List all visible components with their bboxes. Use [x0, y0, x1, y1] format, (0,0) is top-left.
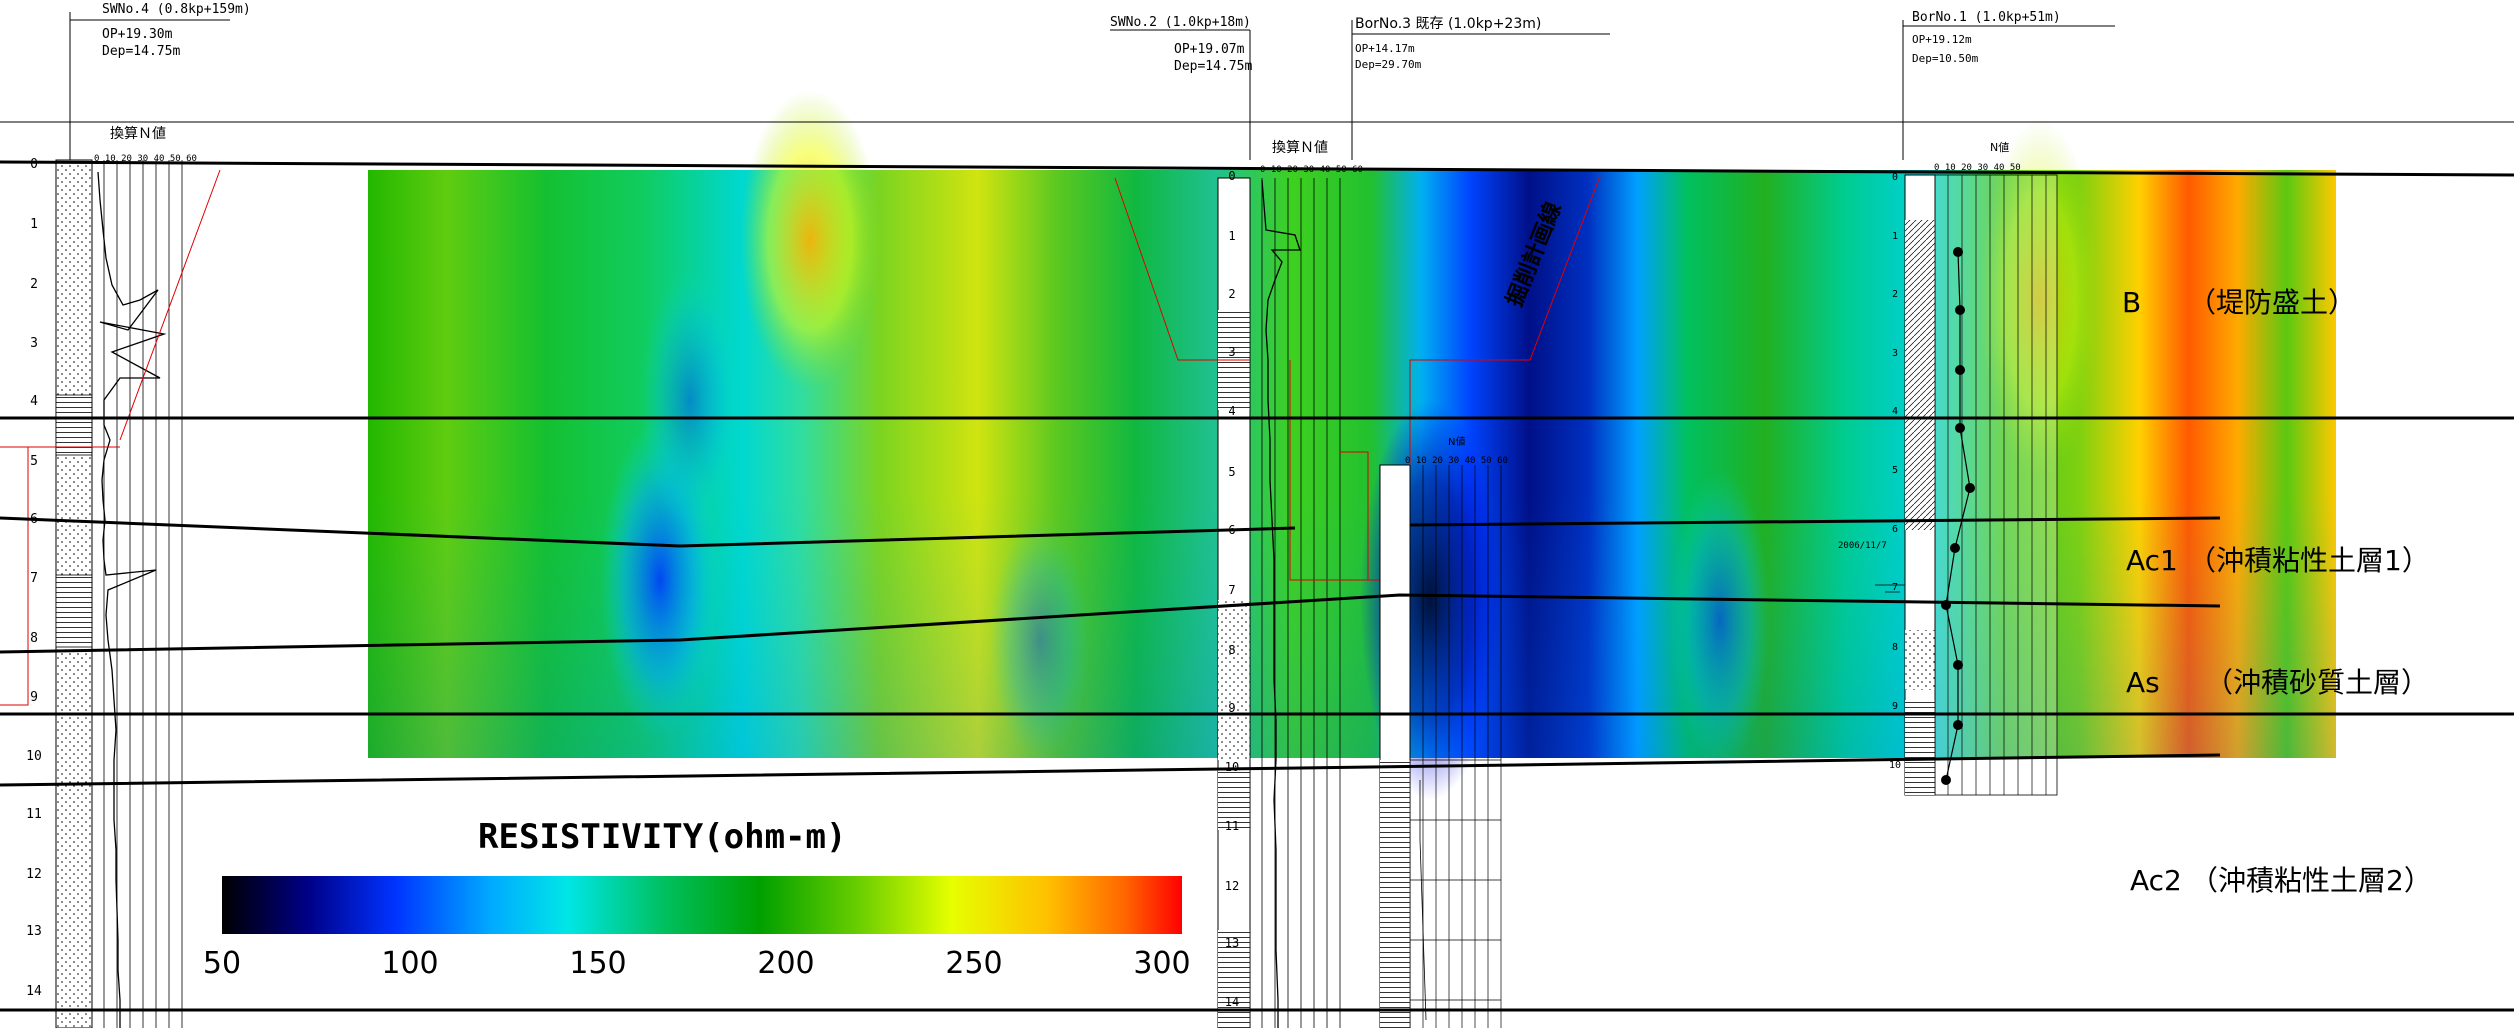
- layer-labels: B （堤防盛土） Ac1 （沖積粘性土層1） As （沖積砂質土層） Ac2 （…: [2122, 286, 2432, 897]
- svg-text:5: 5: [30, 454, 38, 469]
- layer-code-ac2: Ac2: [2130, 864, 2182, 897]
- n-value-profile: [1261, 179, 1301, 1028]
- svg-text:4: 4: [1228, 404, 1235, 418]
- n-value-label: N値: [1990, 141, 2009, 154]
- borehole-op: OP+14.17m: [1355, 42, 1415, 55]
- borehole-log-1: [0, 159, 221, 1028]
- svg-text:10: 10: [26, 749, 42, 764]
- svg-text:5: 5: [1892, 465, 1898, 476]
- borehole-header-4: BorNo.1 (1.0kp+51m) OP+19.12m Dep=10.50m…: [1912, 10, 2061, 173]
- svg-text:13: 13: [1225, 936, 1239, 950]
- layer-name-b: （堤防盛土）: [2188, 286, 2356, 319]
- legend-tick: 50: [203, 946, 241, 981]
- svg-text:0: 0: [1892, 172, 1898, 183]
- layer-name-ac1: （沖積粘性土層1）: [2188, 544, 2430, 577]
- svg-text:7: 7: [1892, 582, 1898, 593]
- legend-colorbar: [222, 876, 1182, 934]
- layer-code-ac1: Ac1: [2126, 544, 2178, 577]
- svg-text:8: 8: [1228, 643, 1235, 657]
- header-frame: [0, 12, 2514, 160]
- svg-text:3: 3: [1228, 345, 1235, 359]
- borehole-header-3: BorNo.3 既存 (1.0kp+23m) OP+14.17m Dep=29.…: [1355, 16, 1541, 466]
- svg-text:12: 12: [26, 867, 42, 882]
- depth-axis-left: 0 1 2 3 4 5 6 7 8 9 10 11 12 13 14: [26, 157, 42, 999]
- svg-text:0: 0: [30, 157, 38, 172]
- svg-text:9: 9: [1892, 701, 1898, 712]
- layer-code-as: As: [2126, 666, 2160, 699]
- svg-text:10: 10: [1225, 760, 1239, 774]
- svg-text:1: 1: [1228, 229, 1235, 243]
- svg-text:3: 3: [30, 336, 38, 351]
- borehole-op: OP+19.07m: [1174, 42, 1245, 57]
- borehole-depth: Dep=29.70m: [1355, 58, 1422, 71]
- svg-text:7: 7: [30, 571, 38, 586]
- svg-text:4: 4: [1892, 406, 1898, 417]
- borehole-log-3: [1379, 464, 1502, 1028]
- svg-text:8: 8: [30, 631, 38, 646]
- legend-tick: 200: [757, 946, 814, 981]
- n-value-scale: 0 10 20 30 40 50: [1934, 163, 2021, 173]
- svg-text:5: 5: [1228, 465, 1235, 479]
- n-value-profile: [97, 171, 167, 1028]
- svg-text:9: 9: [1228, 701, 1235, 715]
- borehole-header-1: SWNo.4 (0.8kp+159m) OP+19.30m Dep=14.75m…: [94, 2, 251, 164]
- svg-text:8: 8: [1892, 642, 1898, 653]
- water-level-date: 2006/11/7: [1838, 541, 1887, 551]
- svg-text:11: 11: [1225, 819, 1239, 833]
- borehole-log-2: [1114, 177, 1410, 1028]
- borehole-id: BorNo.1 (1.0kp+51m): [1912, 10, 2061, 25]
- svg-text:14: 14: [1225, 995, 1239, 1009]
- layer-boundaries: [0, 160, 2514, 1012]
- depth-axis-middle: 0 1 2 3 4 5 6 7 8 9 10 11 12 13 14: [1225, 169, 1239, 1009]
- borehole-op: OP+19.30m: [102, 27, 173, 42]
- legend-tick: 150: [569, 946, 626, 981]
- borehole-op: OP+19.12m: [1912, 33, 1972, 46]
- svg-text:6: 6: [1892, 524, 1898, 535]
- svg-text:1: 1: [30, 217, 38, 232]
- n-value-label: 換算Ｎ値: [1272, 140, 1328, 156]
- borehole-id: SWNo.2 (1.0kp+18m): [1110, 15, 1251, 30]
- legend-tick: 250: [945, 946, 1002, 981]
- n-value-scale: 0 10 20 30 40 50 60: [94, 154, 197, 164]
- layer-name-ac2: （沖積粘性土層2）: [2190, 864, 2432, 897]
- layer-code-b: B: [2122, 286, 2141, 319]
- layer-name-as: （沖積砂質土層）: [2205, 666, 2429, 699]
- resistivity-legend: RESISTIVITY(ohm-m) 50 100 150 200 250 30…: [203, 817, 1191, 981]
- svg-text:9: 9: [30, 690, 38, 705]
- svg-text:12: 12: [1225, 879, 1239, 893]
- borehole-log-4: 2006/11/7: [1838, 174, 2058, 796]
- legend-title: RESISTIVITY(ohm-m): [478, 817, 846, 857]
- borehole-id: BorNo.3 既存 (1.0kp+23m): [1355, 16, 1541, 32]
- n-value-profile: [1945, 251, 1971, 781]
- svg-text:1: 1: [1892, 231, 1898, 242]
- svg-text:13: 13: [26, 924, 42, 939]
- n-value-scale: 0 10 20 30 40 50 60: [1405, 456, 1508, 466]
- svg-text:4: 4: [30, 394, 38, 409]
- borehole-depth: Dep=14.75m: [102, 44, 180, 59]
- svg-text:10: 10: [1889, 760, 1901, 771]
- n-value-label: N値: [1448, 435, 1465, 448]
- borehole-id: SWNo.4 (0.8kp+159m): [102, 2, 251, 17]
- svg-text:2: 2: [1892, 289, 1898, 300]
- n-value-label: 換算Ｎ値: [110, 126, 166, 142]
- legend-tick: 100: [381, 946, 438, 981]
- borehole-depth: Dep=14.75m: [1174, 59, 1252, 74]
- svg-text:11: 11: [26, 807, 42, 822]
- legend-tick: 300: [1133, 946, 1190, 981]
- borehole-depth: Dep=10.50m: [1912, 52, 1979, 65]
- svg-text:2: 2: [1228, 287, 1235, 301]
- svg-text:3: 3: [1892, 348, 1898, 359]
- borehole-header-2: SWNo.2 (1.0kp+18m) OP+19.07m Dep=14.75m …: [1110, 15, 1363, 175]
- svg-text:2: 2: [30, 277, 38, 292]
- svg-text:0: 0: [1228, 169, 1235, 183]
- svg-text:7: 7: [1228, 583, 1235, 597]
- depth-axis-right: 0 1 2 3 4 5 6 7 8 9 10: [1889, 172, 1901, 771]
- svg-text:14: 14: [26, 984, 42, 999]
